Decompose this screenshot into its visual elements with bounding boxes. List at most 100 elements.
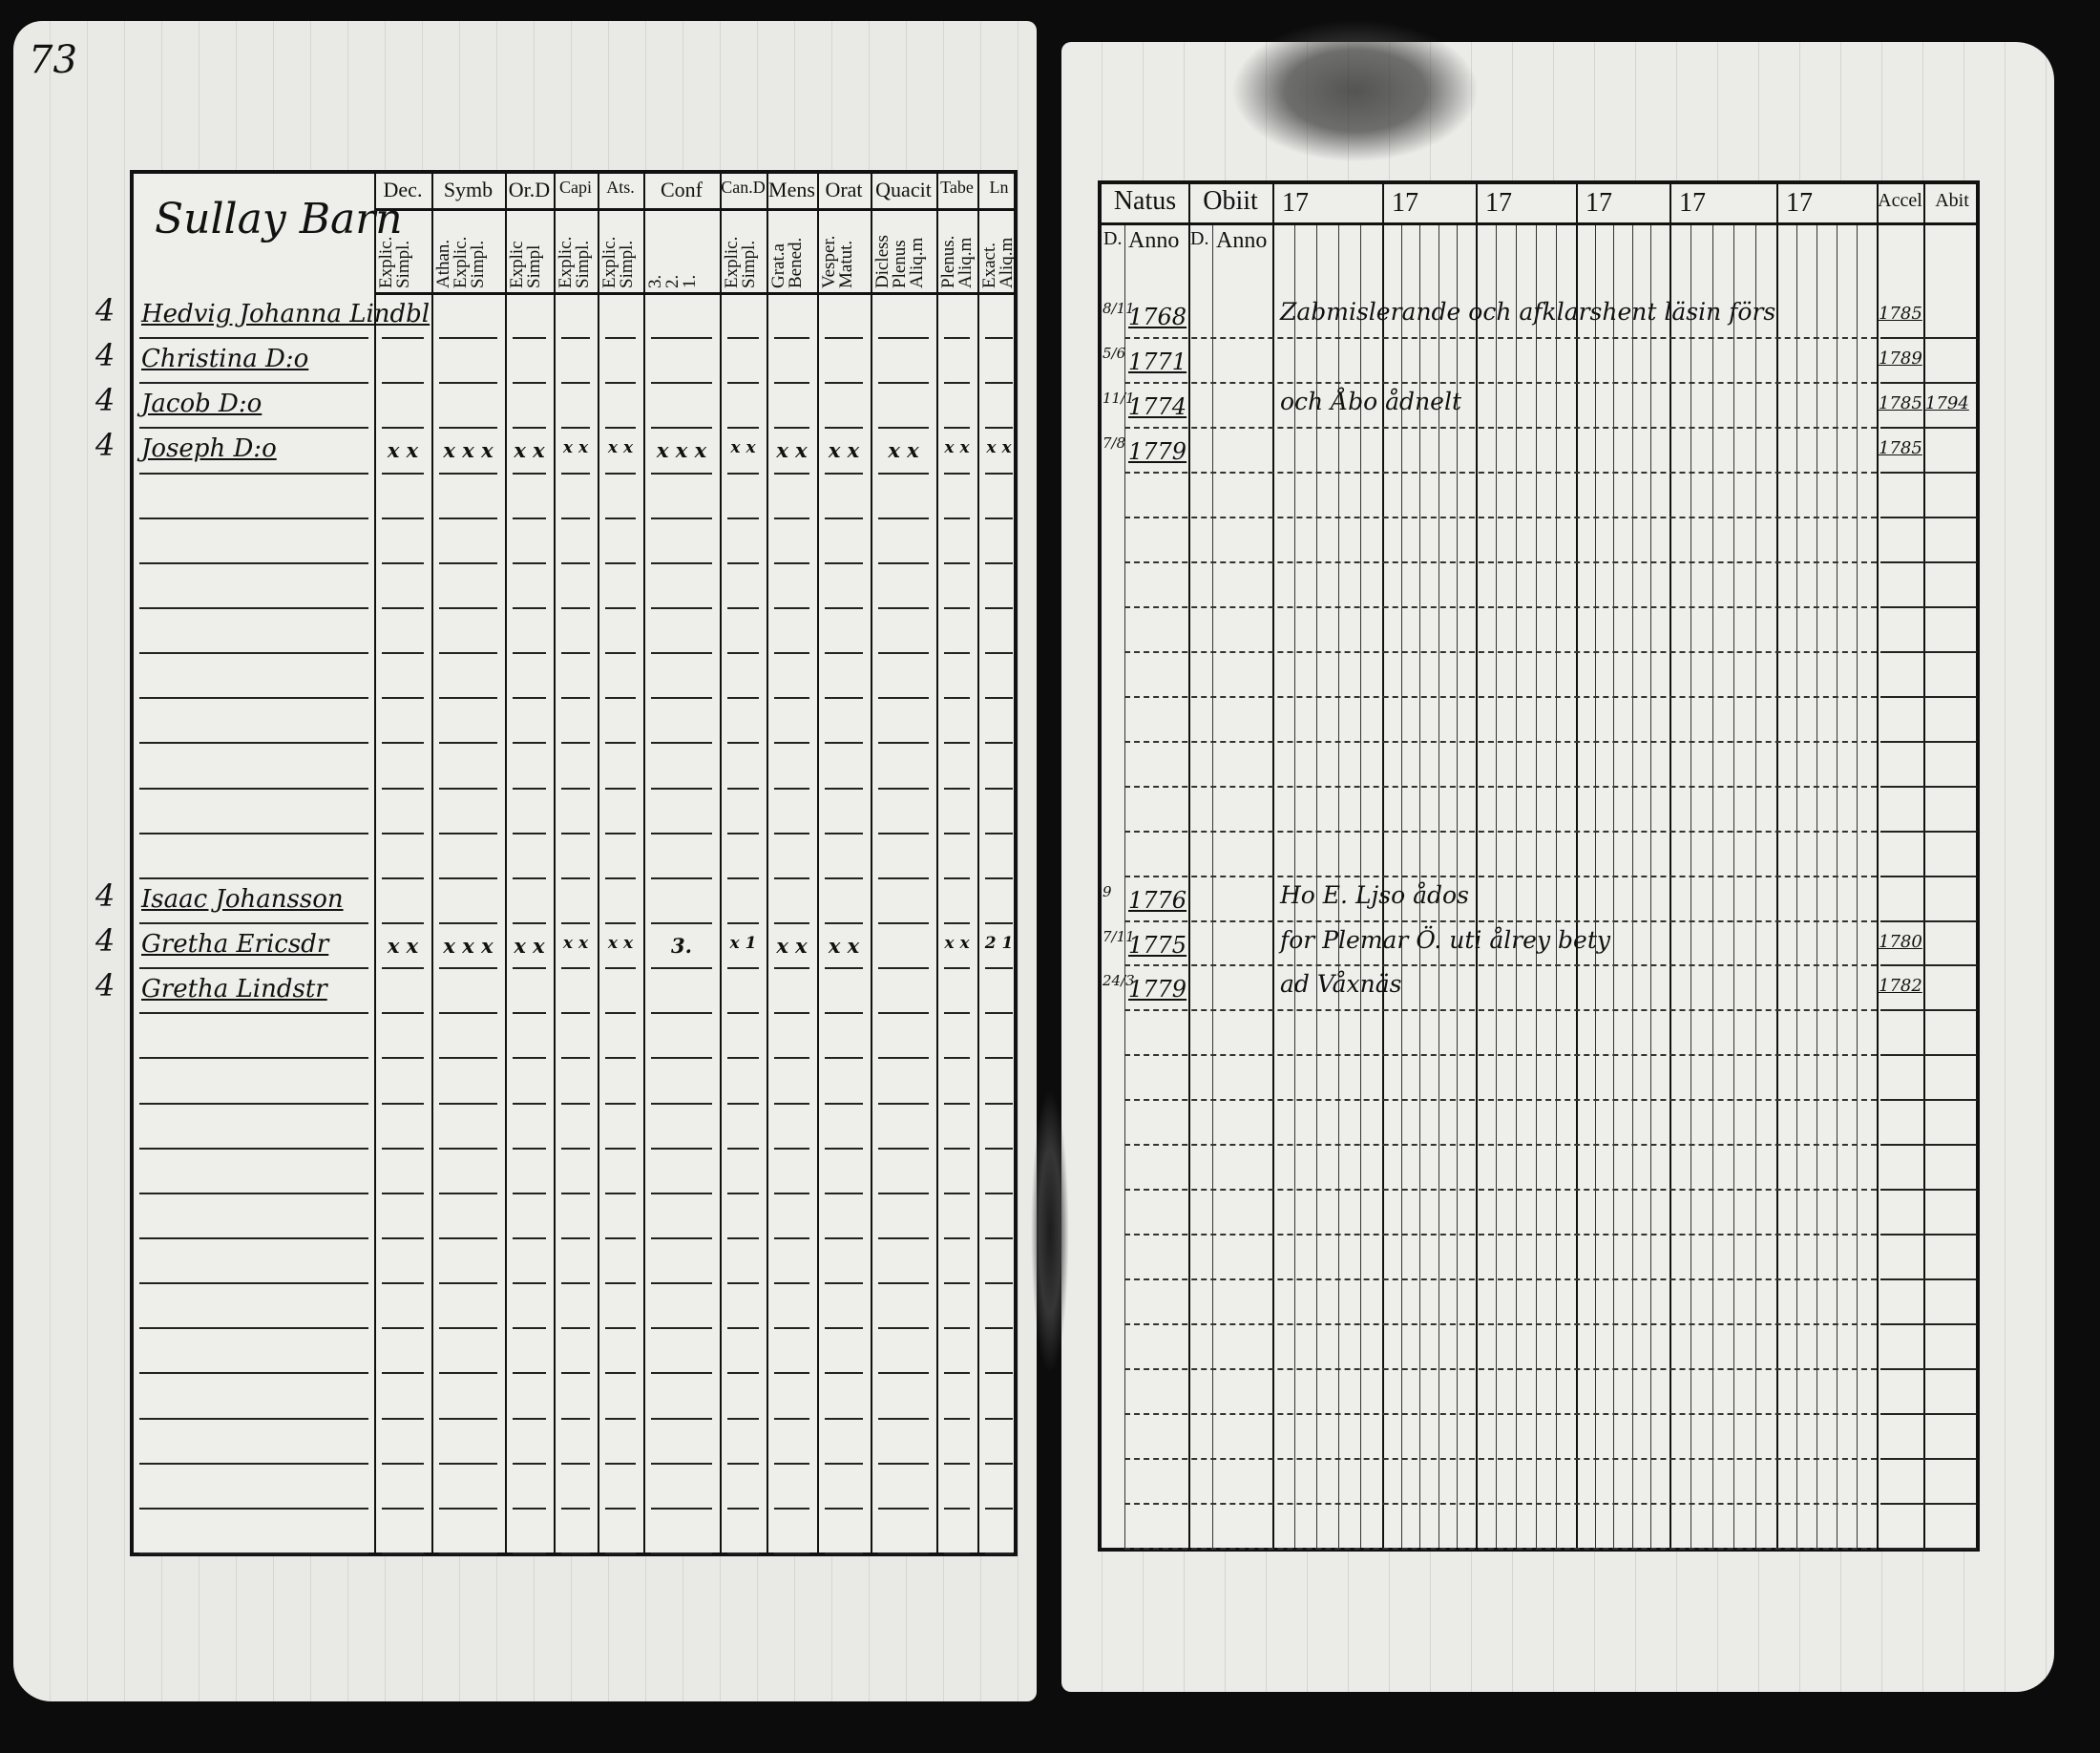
row-line [439,652,497,655]
exam-mark: x x [514,934,545,958]
row-line [944,1012,970,1015]
row-line [605,1237,636,1239]
column-header: Or.D [508,178,551,201]
sub-column-divider [1360,222,1361,1548]
row-line [825,337,863,340]
row-line [1880,381,1977,384]
row-line [439,1372,497,1375]
row-line [1124,1503,1877,1506]
row-line [561,472,590,475]
row-line [727,1507,759,1510]
row-line [139,1192,368,1194]
person-name: Christina D:o [141,345,309,374]
row-line [439,1507,497,1510]
row-line [513,1282,546,1285]
row-line [513,607,546,609]
row-line [1124,1189,1877,1192]
row-line [825,1507,863,1510]
sub-column-divider [1690,222,1691,1548]
row-line [139,922,368,924]
row-line [382,1282,424,1285]
row-line [1124,426,1877,429]
person-name: Gretha Ericsdr [141,930,329,959]
row-line [651,832,712,834]
row-line [439,922,497,924]
row-line [651,1552,712,1554]
row-line [944,1057,970,1060]
exam-mark: x x [986,438,1012,458]
row-line [985,1552,1013,1554]
household-marker: 4 [95,292,116,328]
exam-mark: x 1 [729,934,757,953]
row-line [727,742,759,745]
row-line [651,742,712,745]
exam-mark: x x [514,438,545,463]
row-line [878,1462,929,1465]
row-line [1880,1323,1977,1326]
row-line [878,787,929,790]
row-line [825,1372,863,1375]
day-subheader: D. [1103,228,1123,249]
row-line [561,1237,590,1239]
row-line [878,1507,929,1510]
row-line [605,1462,636,1465]
row-line [139,1327,368,1330]
row-line [825,561,863,564]
column-header: Dec. [383,178,423,201]
row-line [985,967,1013,970]
row-line [727,1057,759,1060]
accel-year: 1785 [1879,304,1922,324]
row-line [774,1057,809,1060]
row-line [727,337,759,340]
row-line [774,967,809,970]
row-line [651,1147,712,1150]
note: Ho E. Ljso ådos [1280,880,1469,909]
row-line [727,1012,759,1015]
row-line [513,561,546,564]
row-line [139,337,368,340]
row-line [382,697,424,700]
row-line [727,1327,759,1330]
row-line [727,922,759,924]
row-line [605,472,636,475]
column-header: Capi [559,178,592,197]
row-line [561,967,590,970]
row-line [727,1552,759,1554]
column-divider [1272,184,1274,1548]
row-line [139,561,368,564]
row-line [382,1192,424,1194]
column-divider [936,174,938,1552]
row-line [878,1327,929,1330]
row-line [513,382,546,385]
row-line [825,1552,863,1554]
row-line [825,967,863,970]
row-line [727,652,759,655]
row-line [774,742,809,745]
row-line [985,382,1013,385]
birth-year: 1779 [1128,976,1187,1003]
row-line [651,472,712,475]
row-line [727,607,759,609]
row-line [139,787,368,790]
row-line [439,1012,497,1015]
row-line [825,382,863,385]
row-line [382,472,424,475]
year-header: 17 [1485,188,1512,218]
row-line [651,1282,712,1285]
row-line [825,1462,863,1465]
row-line [139,876,368,879]
row-line [774,427,809,430]
row-line [561,1147,590,1150]
row-line [1124,1009,1877,1012]
row-line [382,561,424,564]
abit-year: 1794 [1925,392,1969,413]
row-line [774,787,809,790]
row-line [382,1552,424,1554]
row-line [774,1507,809,1510]
row-line [513,1012,546,1015]
row-line [605,1012,636,1015]
row-line [439,382,497,385]
row-line [985,787,1013,790]
row-line [439,787,497,790]
household-marker: 4 [95,427,116,464]
